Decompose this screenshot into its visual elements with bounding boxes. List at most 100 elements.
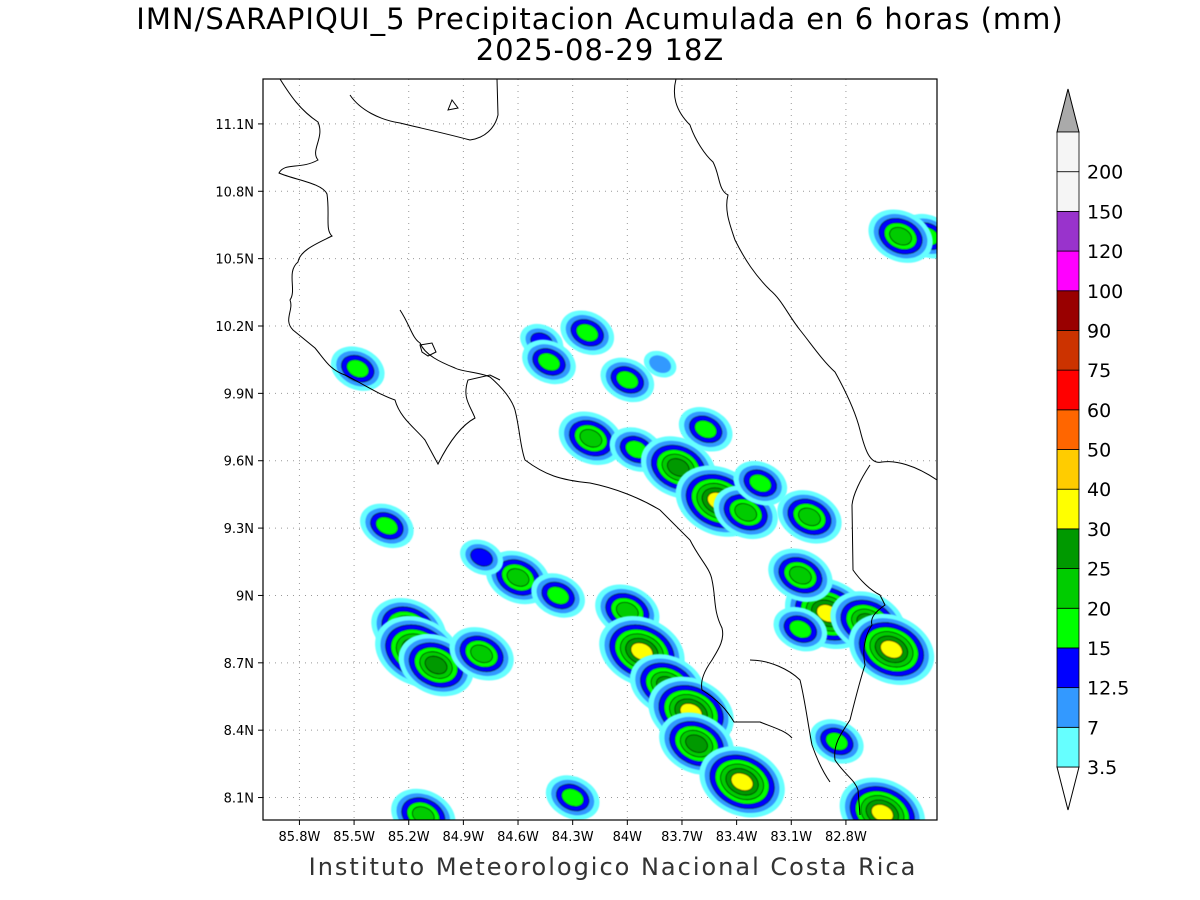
colorbar-segment <box>1056 607 1080 649</box>
lat-tick-label: 9N <box>236 589 254 604</box>
colorbar-label: 40 <box>1087 479 1111 501</box>
precip-contour <box>788 565 812 585</box>
colorbar-segment <box>1056 528 1080 569</box>
precip-contour <box>734 503 758 522</box>
precip-contour <box>615 370 639 390</box>
colorbar-label: 30 <box>1087 519 1111 541</box>
colorbar-segment <box>1056 250 1080 292</box>
precip-cell <box>839 777 926 820</box>
precip-contour <box>694 420 718 439</box>
lon-tick-label: 85.8W <box>279 830 321 845</box>
precip-cell <box>360 503 414 549</box>
colorbar-legend: 3.5 7 12.5 15 20 25 30 40 50 60 75 90 100 120 150 200 <box>1056 88 1129 811</box>
colorbar-segment <box>1056 330 1080 371</box>
lat-tick-label: 10.2N <box>215 320 254 335</box>
colorbar-label: 60 <box>1087 400 1111 422</box>
lon-tick-label: 82.8W <box>825 830 867 845</box>
precip-cell <box>768 548 833 602</box>
colorbar-segment <box>1056 409 1080 450</box>
colorbar-segment <box>1056 488 1080 530</box>
precip-contour <box>546 586 570 605</box>
map-subtitle-datetime: 2025-08-29 18Z <box>475 33 725 67</box>
colorbar-segment <box>1056 449 1080 490</box>
lat-tick-label: 8.1N <box>224 792 254 807</box>
latitude-axis: 11.1N 10.8N 10.5N 10.2N 9.9N 9.6N 9.3N 9N 8.7N 8.… <box>215 118 263 807</box>
lon-tick-label: 84W <box>613 830 643 845</box>
colorbar-label: 120 <box>1087 241 1123 263</box>
lon-tick-label: 84.3W <box>552 830 594 845</box>
precip-cell <box>460 539 504 576</box>
colorbar-segment <box>1056 210 1080 252</box>
lat-tick-label: 11.1N <box>215 118 254 133</box>
colorbar-label: 25 <box>1087 559 1111 581</box>
precip-cell <box>531 573 585 618</box>
precip-contour <box>579 428 603 448</box>
colorbar-label: 90 <box>1087 320 1111 342</box>
lat-tick-label: 8.7N <box>224 657 254 672</box>
colorbar-segment <box>1056 647 1080 689</box>
precip-cell <box>545 775 600 820</box>
colorbar-segment <box>1056 171 1080 212</box>
precip-cell <box>643 350 677 378</box>
precip-contour <box>870 803 894 820</box>
precip-contour <box>537 352 561 372</box>
colorbar-segment <box>1056 726 1080 768</box>
lon-tick-label: 83.7W <box>661 830 703 845</box>
precip-contour <box>880 640 903 659</box>
lat-tick-label: 10.5N <box>215 253 254 268</box>
precip-contour <box>575 323 599 343</box>
plot-frame <box>262 78 938 821</box>
precip-cell <box>599 615 685 688</box>
longitude-axis: 85.8W 85.5W 85.2W 84.9W 84.6W 84.3W 84W 83.7W 83… <box>279 820 867 845</box>
precip-cell <box>848 613 935 685</box>
colorbar-segment <box>1056 369 1080 411</box>
precip-cell <box>809 719 864 764</box>
colorbar-segment <box>1056 290 1080 331</box>
lon-tick-label: 84.9W <box>442 830 484 845</box>
lon-tick-label: 85.5W <box>333 830 375 845</box>
precip-contour <box>506 568 530 587</box>
precip-cell <box>773 606 828 652</box>
precip-cell <box>699 746 785 818</box>
lon-tick-label: 85.2W <box>388 830 430 845</box>
colorbar-label: 15 <box>1087 638 1111 660</box>
colorbar-bottom-arrow <box>1056 766 1080 811</box>
precip-contour <box>649 355 672 374</box>
precip-cell <box>600 357 655 403</box>
colorbar-label: 3.5 <box>1087 757 1117 779</box>
precip-contour <box>470 548 493 567</box>
precip-contour <box>825 732 849 751</box>
colorbar-segment <box>1056 568 1080 609</box>
colorbar-label: 12.5 <box>1087 678 1129 700</box>
precip-contour <box>798 507 821 527</box>
lat-tick-label: 8.4N <box>224 724 254 739</box>
precipitation-layer <box>330 209 937 820</box>
precip-contour <box>424 655 448 675</box>
colorbar-label: 20 <box>1087 598 1111 620</box>
lon-tick-label: 83.4W <box>716 830 758 845</box>
precip-contour <box>346 359 370 378</box>
footer-credit: Instituto Meteorologico Nacional Costa R… <box>308 853 918 881</box>
colorbar-label: 200 <box>1087 162 1123 184</box>
precip-cell <box>330 346 385 391</box>
precip-cell <box>777 490 842 544</box>
precip-contour <box>748 473 772 493</box>
colorbar-label: 7 <box>1087 717 1099 739</box>
precip-contour <box>788 619 812 639</box>
coastline-borders <box>278 79 937 816</box>
precip-cell <box>449 627 514 681</box>
colorbar-top-arrow <box>1056 88 1080 133</box>
lat-tick-label: 9.6N <box>224 455 254 470</box>
precip-contour <box>561 788 585 807</box>
precip-cell <box>868 209 933 263</box>
precip-contour <box>375 516 399 536</box>
colorbar-label: 50 <box>1087 440 1111 462</box>
lon-tick-label: 84.6W <box>497 830 539 845</box>
colorbar-segment <box>1056 687 1080 728</box>
colorbar-label: 100 <box>1087 281 1123 303</box>
precip-contour <box>889 226 912 246</box>
precip-contour <box>730 772 754 792</box>
precip-cell <box>522 339 576 385</box>
precip-cell <box>733 460 788 506</box>
